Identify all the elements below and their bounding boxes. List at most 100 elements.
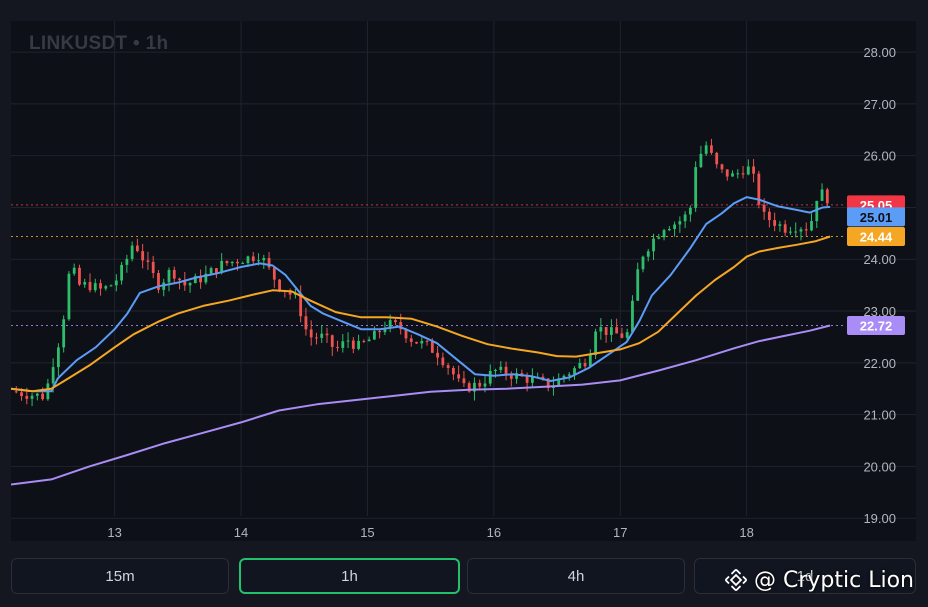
candle-body xyxy=(220,260,224,274)
candle-body xyxy=(404,329,408,339)
timeframe-1h-button[interactable]: 1h xyxy=(239,558,460,594)
moving-average-line-1 xyxy=(11,196,831,393)
y-tick-label: 24.00 xyxy=(863,252,896,267)
y-tick-label: 19.00 xyxy=(863,511,896,526)
candle-body xyxy=(625,332,629,338)
candle-body xyxy=(683,214,687,222)
candle-body xyxy=(104,286,108,289)
candle-body xyxy=(446,365,450,368)
price-tag-ma_slow xyxy=(847,316,905,336)
timeframe-15m-button[interactable]: 15m xyxy=(11,558,229,594)
candle-body xyxy=(594,331,597,356)
candle-body xyxy=(604,327,608,335)
candle-body xyxy=(109,285,113,287)
candle-body xyxy=(588,355,592,367)
candle-body xyxy=(341,341,345,348)
price-tag-ma_fast xyxy=(847,207,905,227)
candle-body xyxy=(789,231,792,233)
candle-body xyxy=(183,280,187,286)
candle-body xyxy=(278,279,281,291)
candle-body xyxy=(509,374,513,379)
y-tick-label: 21.00 xyxy=(863,408,896,423)
candle-body xyxy=(767,211,771,221)
timeframe-4h-button[interactable]: 4h xyxy=(467,558,685,594)
candle-body xyxy=(125,258,129,265)
candle-body xyxy=(246,256,250,264)
candle-body xyxy=(746,166,750,175)
timeframe-1d-button[interactable]: 1d xyxy=(694,558,916,594)
candle-body xyxy=(820,189,824,201)
candle-body xyxy=(799,229,803,232)
candle-body xyxy=(467,383,471,392)
candle-body xyxy=(330,335,334,347)
candle-body xyxy=(573,368,576,375)
candle-body xyxy=(88,282,92,291)
candle-body xyxy=(783,224,787,233)
x-tick-label: 16 xyxy=(487,525,501,540)
candle-body xyxy=(409,338,413,342)
candle-body xyxy=(752,166,755,174)
x-tick-label: 15 xyxy=(360,525,374,540)
candle-body xyxy=(483,383,487,387)
y-tick-label: 23.00 xyxy=(863,304,896,319)
candle-body xyxy=(530,376,534,383)
candle-body xyxy=(762,204,766,212)
candle-body xyxy=(541,376,545,379)
title-separator: • xyxy=(133,33,140,54)
candle-body xyxy=(794,231,798,233)
candle-body xyxy=(515,373,518,379)
candle-body xyxy=(451,367,455,375)
candle-body xyxy=(25,396,29,399)
candle-body xyxy=(378,331,382,333)
candle-body xyxy=(457,374,461,379)
candle-body xyxy=(83,282,87,285)
candle-body xyxy=(141,251,145,261)
chart-panel[interactable]: 19.0020.0021.0022.0023.0024.0025.0026.00… xyxy=(11,21,916,541)
candle-body xyxy=(741,173,745,175)
candle-body xyxy=(478,382,482,387)
interval-label: 1h xyxy=(145,33,169,54)
candle-body xyxy=(67,273,71,320)
candle-body xyxy=(673,224,676,230)
candle-body xyxy=(641,256,645,270)
candle-body xyxy=(209,268,213,274)
candle-body xyxy=(394,320,397,323)
candle-body xyxy=(299,293,303,317)
candle-body xyxy=(367,339,371,342)
price-tag-label-ma_mid: 24.44 xyxy=(860,229,893,244)
candle-body xyxy=(267,258,271,268)
candle-body xyxy=(815,200,819,222)
candle-body xyxy=(362,340,366,342)
candle-body xyxy=(320,333,324,338)
candle-body xyxy=(251,256,255,262)
candle-body xyxy=(56,347,60,368)
candle-body xyxy=(662,230,666,238)
candle-body xyxy=(731,173,734,177)
candle-body xyxy=(51,367,55,384)
candle-body xyxy=(504,366,508,375)
y-tick-label: 22.00 xyxy=(863,356,896,371)
binance-diamond-icon xyxy=(724,568,748,592)
candle-body xyxy=(262,258,266,261)
candle-body xyxy=(178,278,181,281)
candle-body xyxy=(93,283,97,291)
candle-body xyxy=(135,245,139,252)
candle-body xyxy=(620,333,624,338)
candle-body xyxy=(372,331,376,340)
candle-body xyxy=(157,273,160,290)
candle-body xyxy=(494,369,497,371)
candle-body xyxy=(636,269,640,301)
candlestick-chart[interactable]: 19.0020.0021.0022.0023.0024.0025.0026.00… xyxy=(11,21,916,541)
candle-body xyxy=(778,224,782,226)
candle-body xyxy=(383,328,387,333)
symbol-title: LINKUSDT • 1h xyxy=(29,33,168,55)
candle-body xyxy=(646,251,650,257)
candle-body xyxy=(325,333,329,336)
candle-body xyxy=(236,261,239,264)
candle-body xyxy=(272,267,276,280)
candle-body xyxy=(720,164,724,170)
candle-body xyxy=(309,329,313,338)
price-tag-label-ma_fast: 25.01 xyxy=(860,210,893,225)
candle-body xyxy=(694,167,698,208)
candle-body xyxy=(725,169,729,177)
